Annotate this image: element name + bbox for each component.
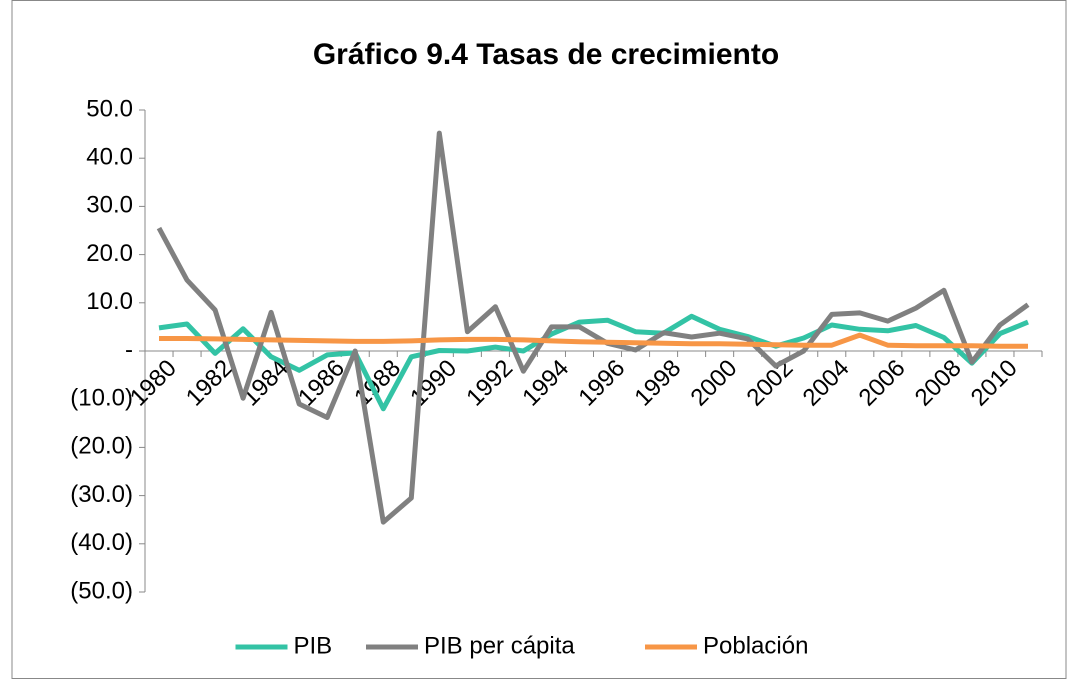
y-tick-label: (40.0) xyxy=(70,529,133,556)
y-tick-label: - xyxy=(125,336,133,363)
y-tick-label: (20.0) xyxy=(70,433,133,460)
y-tick-label: 30.0 xyxy=(86,192,133,219)
series-line xyxy=(159,332,1028,349)
legend-label: PIB xyxy=(294,632,333,659)
y-tick-label: 10.0 xyxy=(86,288,133,315)
legend-label: PIB per cápita xyxy=(424,632,575,659)
y-tick-label: 50.0 xyxy=(86,95,133,122)
chart-title: Gráfico 9.4 Tasas de crecimiento xyxy=(313,38,779,71)
y-tick-label: (30.0) xyxy=(70,481,133,508)
series-line xyxy=(156,130,1030,525)
legend-label: Población xyxy=(703,632,808,659)
series-line xyxy=(158,313,1029,412)
y-tick-label: (50.0) xyxy=(70,577,133,604)
y-tick-label: 40.0 xyxy=(86,144,133,171)
y-tick-label: (10.0) xyxy=(70,385,133,412)
y-tick-label: 20.0 xyxy=(86,240,133,267)
